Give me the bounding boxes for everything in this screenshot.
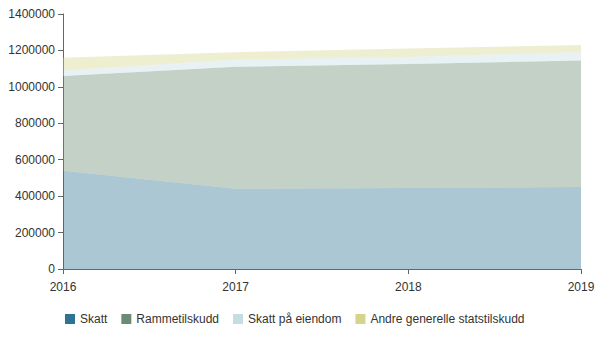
svg-text:Skatt på eiendom: Skatt på eiendom [248, 312, 341, 326]
svg-text:2016: 2016 [50, 280, 77, 294]
svg-text:400000: 400000 [15, 189, 55, 203]
svg-text:2018: 2018 [395, 280, 422, 294]
svg-text:0: 0 [48, 262, 55, 276]
svg-text:Andre generelle statstilskudd: Andre generelle statstilskudd [370, 312, 524, 326]
svg-text:1000000: 1000000 [8, 80, 55, 94]
svg-text:1400000: 1400000 [8, 7, 55, 21]
svg-text:1200000: 1200000 [8, 43, 55, 57]
svg-text:800000: 800000 [15, 116, 55, 130]
svg-text:600000: 600000 [15, 153, 55, 167]
svg-text:2019: 2019 [568, 280, 595, 294]
svg-text:200000: 200000 [15, 226, 55, 240]
svg-text:2017: 2017 [222, 280, 249, 294]
svg-text:Skatt: Skatt [80, 312, 108, 326]
svg-text:Rammetilskudd: Rammetilskudd [136, 312, 219, 326]
